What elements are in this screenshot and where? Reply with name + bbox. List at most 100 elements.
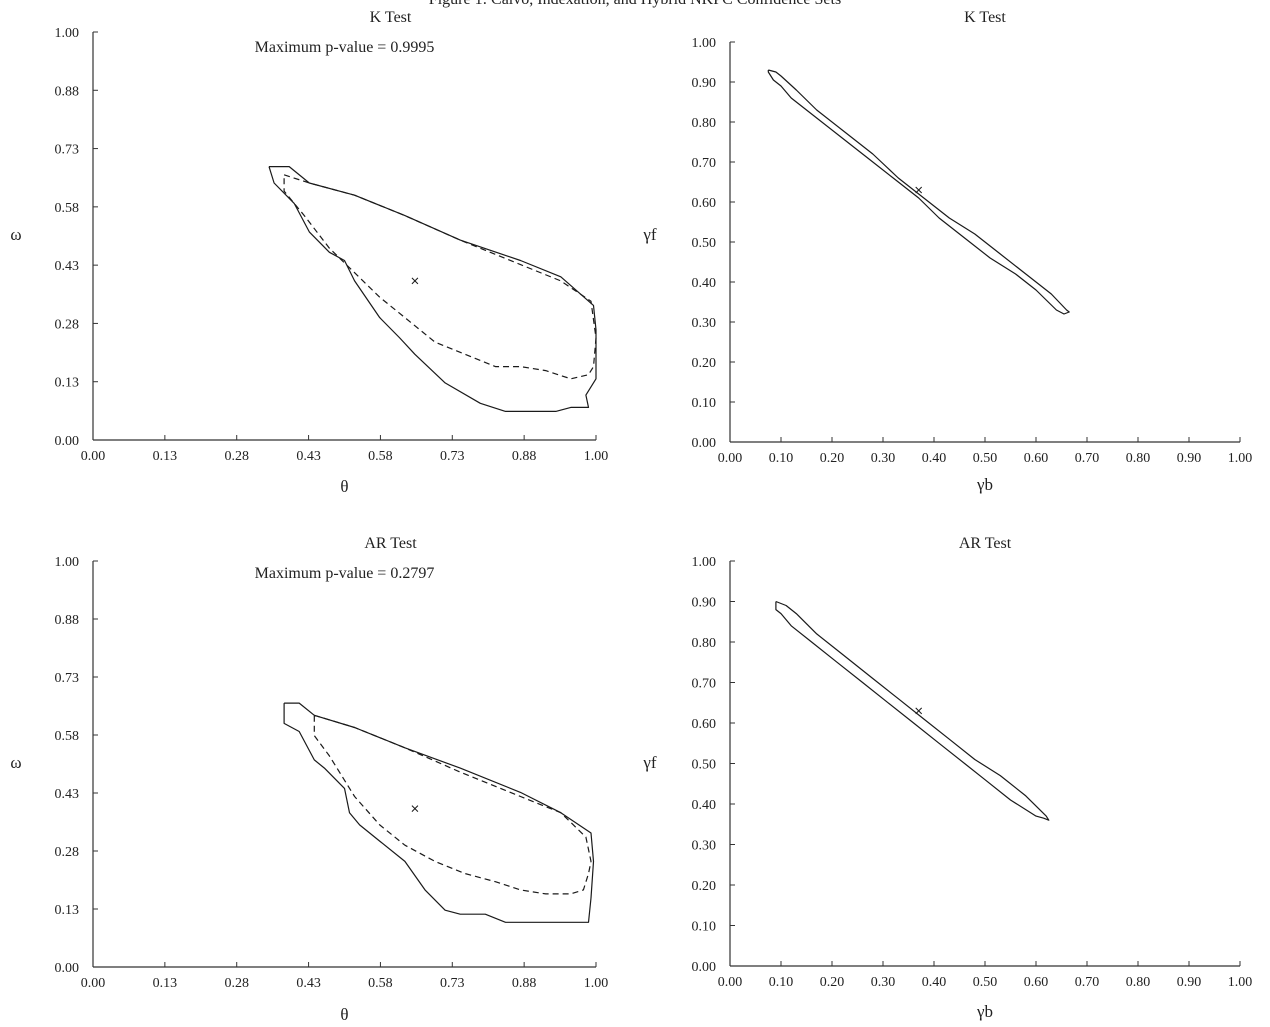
y-tick-label: 0.60 bbox=[692, 717, 717, 732]
y-tick-label: 0.50 bbox=[692, 236, 717, 251]
x-tick-label: 0.50 bbox=[973, 975, 998, 990]
x-tick-label: 0.80 bbox=[1126, 451, 1151, 466]
y-tick-label: 0.43 bbox=[55, 259, 80, 274]
y-tick-label: 0.13 bbox=[55, 376, 80, 391]
y-tick-label: 1.00 bbox=[692, 36, 717, 51]
max-pvalue-annotation: Maximum p-value = 0.2797 bbox=[255, 565, 435, 582]
y-tick-label: 0.73 bbox=[55, 143, 80, 158]
x-tick-label: 1.00 bbox=[1228, 451, 1253, 466]
x-tick-label: 0.10 bbox=[769, 975, 794, 990]
marker-stroke bbox=[915, 707, 923, 715]
x-tick-label: 0.28 bbox=[224, 449, 249, 464]
confidence-contour-solid bbox=[268, 166, 597, 412]
y-tick-label: 1.00 bbox=[55, 26, 80, 41]
x-tick-label: 0.90 bbox=[1177, 975, 1202, 990]
x-tick-label: 0.20 bbox=[820, 451, 845, 466]
x-tick-label: 0.43 bbox=[296, 976, 321, 991]
confidence-contour-solid bbox=[283, 702, 595, 923]
y-axis-label: γf bbox=[642, 753, 657, 772]
point-estimate-marker bbox=[411, 277, 419, 285]
x-tick-label: 0.80 bbox=[1126, 975, 1151, 990]
y-tick-label: 0.00 bbox=[692, 436, 717, 451]
x-tick-label: 1.00 bbox=[584, 449, 609, 464]
y-tick-label: 0.70 bbox=[692, 677, 717, 692]
point-estimate-marker bbox=[915, 186, 923, 194]
x-axis-label: γb bbox=[976, 1002, 993, 1021]
x-tick-label: 0.73 bbox=[440, 449, 465, 464]
y-tick-label: 0.00 bbox=[55, 434, 80, 449]
x-tick-label: 0.40 bbox=[922, 451, 947, 466]
x-tick-label: 0.70 bbox=[1075, 975, 1100, 990]
chart-title: AR Test bbox=[364, 535, 417, 552]
y-axis-label: ω bbox=[10, 753, 21, 772]
chart-panel-4: 0.00 0.10 0.20 0.30 0.40 0.50 0.60 0.70 0.80 0.90… bbox=[642, 535, 1252, 1021]
x-tick-label: 0.58 bbox=[368, 449, 393, 464]
y-tick-label: 0.90 bbox=[692, 76, 717, 91]
max-pvalue-annotation: Maximum p-value = 0.9995 bbox=[255, 39, 435, 56]
point-estimate-marker bbox=[915, 707, 923, 715]
y-tick-label: 0.73 bbox=[55, 671, 80, 686]
y-tick-label: 0.00 bbox=[55, 961, 80, 976]
y-tick-label: 0.80 bbox=[692, 636, 717, 651]
y-tick-label: 0.20 bbox=[692, 879, 717, 894]
y-tick-label: 0.20 bbox=[692, 356, 717, 371]
y-tick-label: 0.00 bbox=[692, 960, 717, 975]
x-tick-label: 0.43 bbox=[296, 449, 321, 464]
x-tick-label: 0.88 bbox=[512, 449, 537, 464]
x-tick-label: 0.30 bbox=[871, 451, 896, 466]
y-tick-label: 0.80 bbox=[692, 116, 717, 131]
y-tick-label: 0.70 bbox=[692, 156, 717, 171]
x-tick-label: 0.13 bbox=[153, 976, 178, 991]
marker-stroke bbox=[915, 186, 923, 194]
chart-title: AR Test bbox=[959, 535, 1012, 552]
y-tick-label: 0.88 bbox=[55, 613, 80, 628]
y-tick-label: 0.28 bbox=[55, 317, 80, 332]
y-tick-label: 0.30 bbox=[692, 316, 717, 331]
y-tick-label: 0.43 bbox=[55, 787, 80, 802]
x-tick-label: 0.13 bbox=[153, 449, 178, 464]
chart-panel-1: 0.00 0.13 0.28 0.43 0.58 0.73 0.88 1.00 0.00 0.13… bbox=[10, 9, 608, 496]
x-tick-label: 0.73 bbox=[440, 976, 465, 991]
figure-caption: Figure 1: Calvo, Indexation, and Hybrid … bbox=[429, 0, 841, 8]
chart-title: K Test bbox=[370, 9, 412, 26]
x-tick-label: 0.90 bbox=[1177, 451, 1202, 466]
x-tick-label: 0.88 bbox=[512, 976, 537, 991]
x-axis-label: γb bbox=[976, 475, 993, 494]
y-tick-label: 0.40 bbox=[692, 276, 717, 291]
x-tick-label: 0.10 bbox=[769, 451, 794, 466]
x-tick-label: 0.70 bbox=[1075, 451, 1100, 466]
chart-panel-3: 0.00 0.13 0.28 0.43 0.58 0.73 0.88 1.00 0.00 0.13… bbox=[10, 535, 608, 1024]
y-tick-label: 0.60 bbox=[692, 196, 717, 211]
x-tick-label: 0.50 bbox=[973, 451, 998, 466]
y-tick-label: 0.40 bbox=[692, 798, 717, 813]
y-tick-label: 0.58 bbox=[55, 201, 80, 216]
confidence-contour-solid bbox=[775, 600, 1050, 821]
x-tick-label: 1.00 bbox=[1228, 975, 1253, 990]
x-tick-label: 0.40 bbox=[922, 975, 947, 990]
x-tick-label: 0.00 bbox=[81, 976, 106, 991]
x-axis-label: θ bbox=[340, 477, 348, 496]
y-tick-label: 0.88 bbox=[55, 84, 80, 99]
x-tick-label: 1.00 bbox=[584, 976, 609, 991]
x-tick-label: 0.00 bbox=[81, 449, 106, 464]
x-axis-label: θ bbox=[340, 1005, 348, 1024]
chart-title: K Test bbox=[964, 9, 1006, 26]
confidence-contour-solid bbox=[767, 69, 1070, 315]
x-tick-label: 0.20 bbox=[820, 975, 845, 990]
x-tick-label: 0.28 bbox=[224, 976, 249, 991]
marker-stroke bbox=[411, 277, 419, 285]
y-tick-label: 0.58 bbox=[55, 729, 80, 744]
y-tick-label: 0.10 bbox=[692, 920, 717, 935]
y-axis-label: ω bbox=[10, 225, 21, 244]
confidence-contour-dashed bbox=[283, 174, 597, 380]
x-tick-label: 0.00 bbox=[718, 451, 743, 466]
y-tick-label: 0.50 bbox=[692, 758, 717, 773]
x-tick-label: 0.60 bbox=[1024, 451, 1049, 466]
y-axis-label: γf bbox=[642, 225, 657, 244]
x-tick-label: 0.60 bbox=[1024, 975, 1049, 990]
y-tick-label: 0.28 bbox=[55, 845, 80, 860]
y-tick-label: 1.00 bbox=[692, 555, 717, 570]
x-tick-label: 0.00 bbox=[718, 975, 743, 990]
y-tick-label: 0.10 bbox=[692, 396, 717, 411]
